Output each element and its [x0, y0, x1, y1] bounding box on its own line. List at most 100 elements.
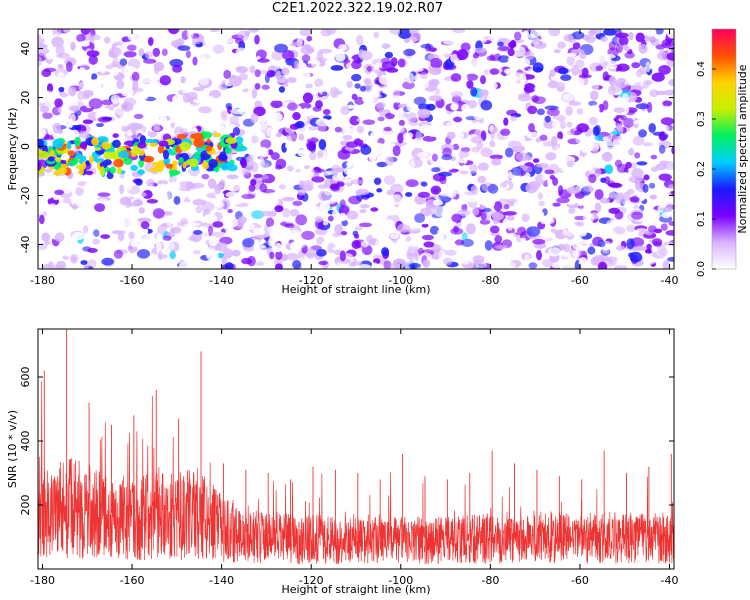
- heatmap-cell: [231, 101, 238, 109]
- heatmap-cell: [90, 73, 98, 81]
- heatmap-cell: [316, 249, 327, 257]
- heatmap-band-cell: [137, 141, 147, 149]
- heatmap-cell: [363, 77, 372, 85]
- heatmap-cell: [397, 132, 404, 144]
- heatmap-cell: [278, 86, 285, 93]
- heatmap-cell: [346, 86, 354, 96]
- heatmap-cell: [381, 187, 389, 192]
- heatmap-cell: [398, 119, 405, 127]
- heatmap-cell: [624, 46, 631, 52]
- heatmap-cell: [551, 120, 557, 130]
- heatmap-cell: [410, 31, 422, 42]
- heatmap-cell: [56, 53, 63, 58]
- heatmap-cell: [177, 45, 191, 51]
- heatmap-cell: [478, 89, 489, 97]
- y-tick-label: -20: [19, 187, 32, 205]
- heatmap-cell: [461, 232, 468, 241]
- heatmap-cell: [503, 204, 510, 210]
- heatmap-cell: [623, 191, 631, 203]
- heatmap-cell: [225, 191, 238, 198]
- heatmap-cell: [218, 191, 225, 200]
- heatmap-cell: [44, 168, 53, 173]
- heatmap-cell: [562, 229, 575, 237]
- heatmap-cell: [509, 72, 524, 81]
- heatmap-cell: [63, 36, 73, 42]
- heatmap-cell: [428, 79, 440, 86]
- heatmap-cell: [116, 79, 125, 90]
- heatmap-cell: [136, 31, 149, 42]
- heatmap-cell: [489, 68, 500, 75]
- heatmap-cell: [457, 209, 471, 217]
- heatmap-cell: [616, 245, 625, 251]
- heatmap-cell: [403, 48, 416, 57]
- heatmap-cell: [406, 72, 415, 84]
- heatmap-cell: [505, 147, 514, 158]
- heatmap-cell: [171, 39, 181, 48]
- heatmap-cell: [378, 74, 391, 85]
- heatmap-cell: [157, 180, 169, 185]
- heatmap-cell: [144, 51, 153, 59]
- heatmap-cell: [251, 135, 259, 144]
- heatmap-cell: [64, 75, 70, 86]
- heatmap-cell: [413, 96, 427, 106]
- heatmap-cell: [438, 249, 446, 261]
- heatmap-cell: [286, 77, 297, 83]
- y-tick-label: -40: [19, 236, 32, 254]
- heatmap-cell: [221, 264, 230, 269]
- heatmap-cell: [571, 64, 579, 76]
- heatmap-cell: [346, 161, 358, 168]
- heatmap-cell: [480, 100, 493, 111]
- heatmap-band-cell: [74, 136, 81, 147]
- heatmap-cell: [265, 48, 272, 56]
- heatmap-band-cell: [176, 133, 187, 140]
- heatmap-cell: [503, 68, 512, 74]
- heatmap-cell: [561, 162, 568, 173]
- heatmap-cell: [619, 114, 627, 121]
- heatmap-cell: [391, 194, 403, 206]
- heatmap-cell: [319, 200, 331, 211]
- heatmap-cell: [454, 199, 468, 205]
- heatmap-cell: [77, 90, 84, 101]
- heatmap-cell: [134, 198, 143, 206]
- heatmap-cell: [609, 182, 623, 189]
- colorbar-frame: [711, 28, 737, 270]
- x-tick-label: -140: [209, 274, 234, 287]
- heatmap-cell: [206, 251, 219, 261]
- heatmap-cell: [317, 150, 324, 159]
- heatmap-band-cell: [109, 166, 117, 174]
- heatmap-cell: [362, 119, 376, 125]
- heatmap-cell: [230, 108, 245, 115]
- heatmap-band-cell: [96, 136, 109, 144]
- heatmap-cell: [564, 178, 572, 184]
- heatmap-band-cell: [99, 166, 105, 176]
- heatmap-cell: [425, 204, 440, 215]
- heatmap-cell: [284, 29, 295, 36]
- heatmap-band-cell: [112, 139, 121, 148]
- heatmap-cell: [650, 154, 658, 160]
- heatmap-cell: [153, 126, 161, 132]
- heatmap-cell: [231, 249, 241, 257]
- heatmap-cell: [308, 126, 318, 131]
- heatmap-cell: [223, 69, 232, 79]
- heatmap-cell: [465, 223, 476, 235]
- heatmap-cell: [121, 125, 128, 132]
- heatmap-cell: [384, 51, 393, 59]
- heatmap-cell: [208, 236, 218, 247]
- heatmap-cell: [528, 207, 541, 212]
- heatmap-cell: [589, 212, 600, 220]
- heatmap-cell: [589, 104, 600, 114]
- heatmap-cell: [503, 211, 517, 216]
- heatmap-band-cell: [113, 158, 124, 168]
- heatmap-cell: [146, 199, 159, 204]
- heatmap-cell: [421, 223, 429, 228]
- heatmap-cell: [403, 217, 414, 226]
- heatmap-cell: [624, 80, 635, 86]
- heatmap-cell: [566, 55, 575, 66]
- heatmap-cell: [104, 36, 111, 44]
- heatmap-cell: [494, 235, 503, 244]
- heatmap-cell: [275, 141, 282, 150]
- heatmap-cell: [113, 189, 119, 200]
- heatmap-cell: [169, 251, 176, 260]
- heatmap-band-cell: [192, 132, 204, 141]
- heatmap-cell: [200, 113, 210, 122]
